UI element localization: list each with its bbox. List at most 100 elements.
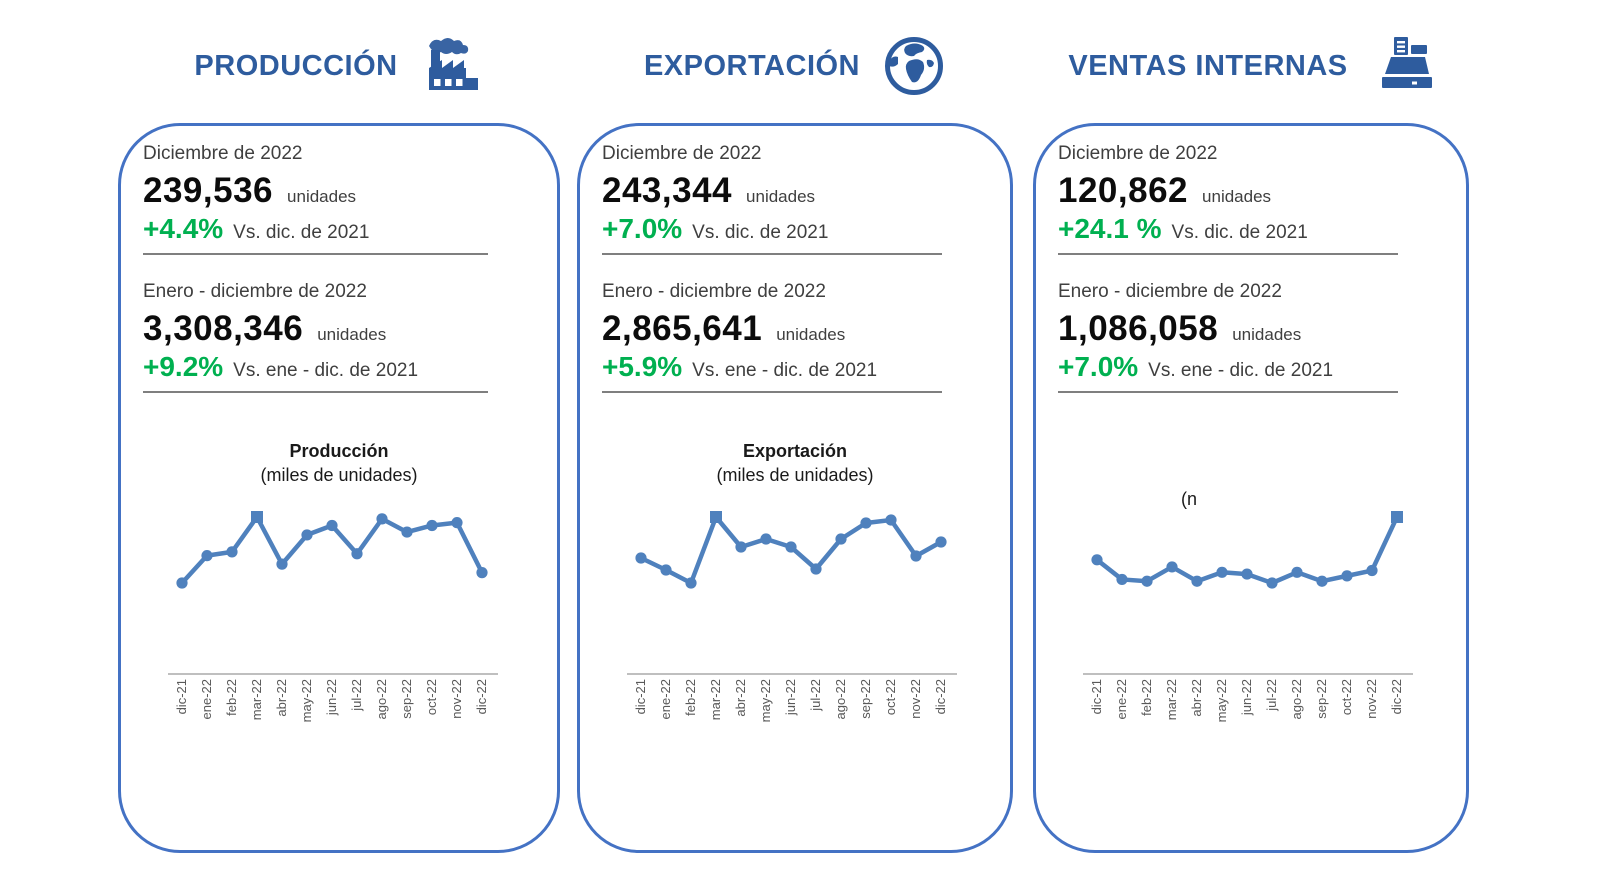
- x-tick-label: ene-22: [658, 679, 673, 720]
- kpi-ytd: Enero - diciembre de 2022 2,865,641 unid…: [602, 281, 988, 393]
- data-point-may-22: [301, 529, 313, 541]
- kpi-month: Diciembre de 2022 120,862 unidades +24.1…: [1058, 143, 1444, 255]
- data-point-oct-22: [1341, 570, 1353, 582]
- x-tick-label: dic-21: [174, 679, 189, 715]
- x-tick-label: dic-22: [933, 679, 948, 715]
- panel-title: EXPORTACIÓN: [643, 49, 861, 82]
- x-axis-labels: dic-21 ene-22 feb-22 mar-22 abr-22 may-22 jun-…: [1080, 679, 1422, 745]
- x-tick-label: mar-22: [249, 679, 264, 721]
- x-tick-label: ago-22: [1289, 679, 1304, 720]
- x-tick-label: dic-22: [474, 679, 489, 715]
- x-tick-label: sep-22: [858, 679, 873, 719]
- data-point-abr-22: [1191, 575, 1203, 587]
- x-axis-labels: dic-21 ene-22 feb-22 mar-22 abr-22 may-22 jun-…: [624, 679, 966, 745]
- sparkline-chart-produccion: Producción (miles de unidades) dic-21 ene…: [165, 403, 513, 773]
- panel-header-ventas-internas: VENTAS INTERNAS: [1033, 28, 1469, 104]
- panel-produccion: Diciembre de 2022 239,536 unidades +4.4%…: [118, 123, 560, 853]
- data-point-nov-22: [451, 517, 463, 529]
- chart-subtitle: (miles de unidades): [716, 465, 874, 485]
- kpi-vs-label: Vs. dic. de 2021: [692, 222, 829, 243]
- x-tick-label: abr-22: [1189, 679, 1204, 717]
- kpi-unit-label: unidades: [287, 187, 357, 206]
- data-point-ene-22: [660, 564, 672, 576]
- kpi-period-label: Enero - diciembre de 2022: [143, 281, 367, 302]
- x-tick-label: dic-22: [1389, 679, 1404, 715]
- kpi-delta: +7.0%: [1058, 351, 1139, 382]
- x-tick-label: jun-22: [324, 679, 339, 716]
- panel-header-produccion: PRODUCCIÓN: [118, 28, 560, 104]
- x-tick-label: jun-22: [1239, 679, 1254, 716]
- kpi-delta: +9.2%: [143, 351, 224, 382]
- data-point-dic-21: [176, 577, 188, 589]
- divider: [1058, 253, 1398, 255]
- x-tick-label: ago-22: [374, 679, 389, 720]
- kpi-ytd: Enero - diciembre de 2022 3,308,346 unid…: [143, 281, 535, 393]
- kpi-vs-label: Vs. dic. de 2021: [1171, 222, 1308, 243]
- x-tick-label: jul-22: [1264, 679, 1279, 711]
- data-point-abr-22: [735, 541, 747, 553]
- data-point-feb-22: [685, 577, 697, 589]
- data-point-sep-22: [401, 526, 413, 538]
- kpi-period-label: Diciembre de 2022: [1058, 143, 1218, 164]
- line-series: [635, 511, 947, 589]
- kpi-unit-label: unidades: [1202, 187, 1272, 206]
- globe-icon: [885, 37, 944, 95]
- x-tick-label: feb-22: [1139, 679, 1154, 716]
- x-tick-label: jul-22: [808, 679, 823, 711]
- data-point-dic-21: [635, 552, 647, 564]
- kpi-delta: +24.1 %: [1058, 213, 1162, 244]
- x-tick-label: feb-22: [683, 679, 698, 716]
- data-point-may-22: [760, 533, 772, 545]
- kpi-vs-label: Vs. ene - dic. de 2021: [692, 360, 878, 381]
- kpi-period-label: Enero - diciembre de 2022: [602, 281, 826, 302]
- kpi-month: Diciembre de 2022 243,344 unidades +7.0%…: [602, 143, 988, 255]
- data-point-oct-22: [426, 519, 438, 532]
- kpi-value: 1,086,058: [1058, 309, 1219, 348]
- data-point-jul-22: [810, 563, 822, 575]
- data-point-feb-22: [1141, 575, 1153, 587]
- kpi-period-label: Diciembre de 2022: [143, 143, 303, 164]
- data-point-may-22: [1216, 566, 1228, 578]
- kpi-period-label: Enero - diciembre de 2022: [1058, 281, 1282, 302]
- x-tick-label: feb-22: [224, 679, 239, 716]
- x-tick-label: nov-22: [908, 679, 923, 719]
- x-tick-label: mar-22: [1164, 679, 1179, 721]
- data-point-mar-22: [710, 511, 722, 523]
- x-tick-label: ago-22: [833, 679, 848, 720]
- kpi-delta: +5.9%: [602, 351, 683, 382]
- x-axis-line: [627, 673, 957, 675]
- line-series: [1091, 511, 1403, 589]
- x-tick-label: may-22: [758, 679, 773, 723]
- x-tick-label: nov-22: [1364, 679, 1379, 719]
- kpi-delta: +4.4%: [143, 213, 224, 244]
- kpi-vs-label: Vs. ene - dic. de 2021: [233, 360, 419, 381]
- divider: [143, 253, 488, 255]
- panel-title: VENTAS INTERNAS: [1068, 49, 1348, 82]
- x-tick-label: oct-22: [883, 679, 898, 716]
- x-tick-label: sep-22: [399, 679, 414, 719]
- x-tick-label: jul-22: [349, 679, 364, 711]
- x-tick-label: mar-22: [708, 679, 723, 721]
- x-tick-label: dic-21: [1089, 679, 1104, 715]
- kpi-vs-label: Vs. ene - dic. de 2021: [1148, 360, 1334, 381]
- x-tick-label: jun-22: [783, 679, 798, 716]
- divider: [1058, 391, 1398, 393]
- divider: [602, 253, 942, 255]
- x-tick-label: abr-22: [733, 679, 748, 717]
- divider: [143, 391, 488, 393]
- data-point-ene-22: [1116, 573, 1128, 586]
- chart-title: Producción: [289, 441, 389, 461]
- x-tick-label: dic-21: [633, 679, 648, 715]
- data-point-jul-22: [1266, 577, 1278, 589]
- data-point-oct-22: [885, 514, 897, 526]
- data-point-dic-22: [935, 536, 947, 548]
- data-point-nov-22: [1366, 564, 1378, 577]
- kpi-unit-label: unidades: [776, 325, 846, 344]
- data-point-jun-22: [1241, 568, 1253, 580]
- x-tick-label: oct-22: [424, 679, 439, 716]
- data-point-abr-22: [276, 558, 288, 570]
- data-point-jun-22: [785, 541, 797, 553]
- x-tick-label: ene-22: [199, 679, 214, 720]
- panel-header-exportacion: EXPORTACIÓN: [577, 28, 1013, 104]
- data-point-jun-22: [326, 519, 338, 532]
